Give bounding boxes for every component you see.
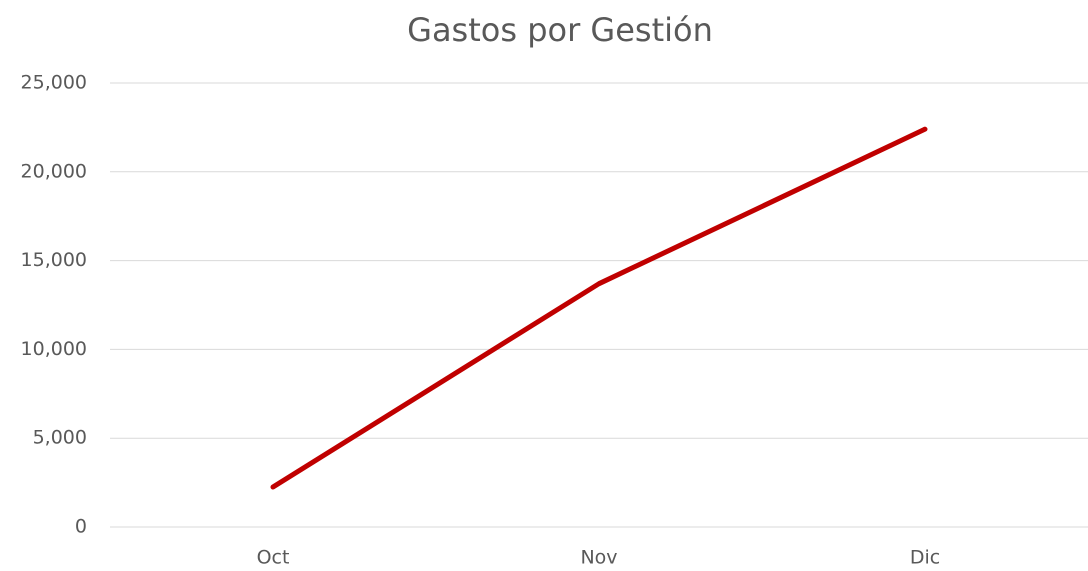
data-line (270, 126, 928, 490)
y-tick-label: 25,000 (21, 72, 87, 94)
chart-title: Gastos por Gestión (407, 11, 713, 49)
x-tick-label: Oct (257, 547, 290, 569)
y-tick-label: 10,000 (21, 338, 87, 360)
x-tick-label: Dic (910, 547, 940, 569)
y-tick-label: 20,000 (21, 160, 87, 182)
y-tick-label: 0 (75, 516, 87, 538)
x-tick-label: Nov (580, 547, 617, 569)
y-tick-label: 5,000 (33, 427, 87, 449)
y-tick-label: 15,000 (21, 249, 87, 271)
